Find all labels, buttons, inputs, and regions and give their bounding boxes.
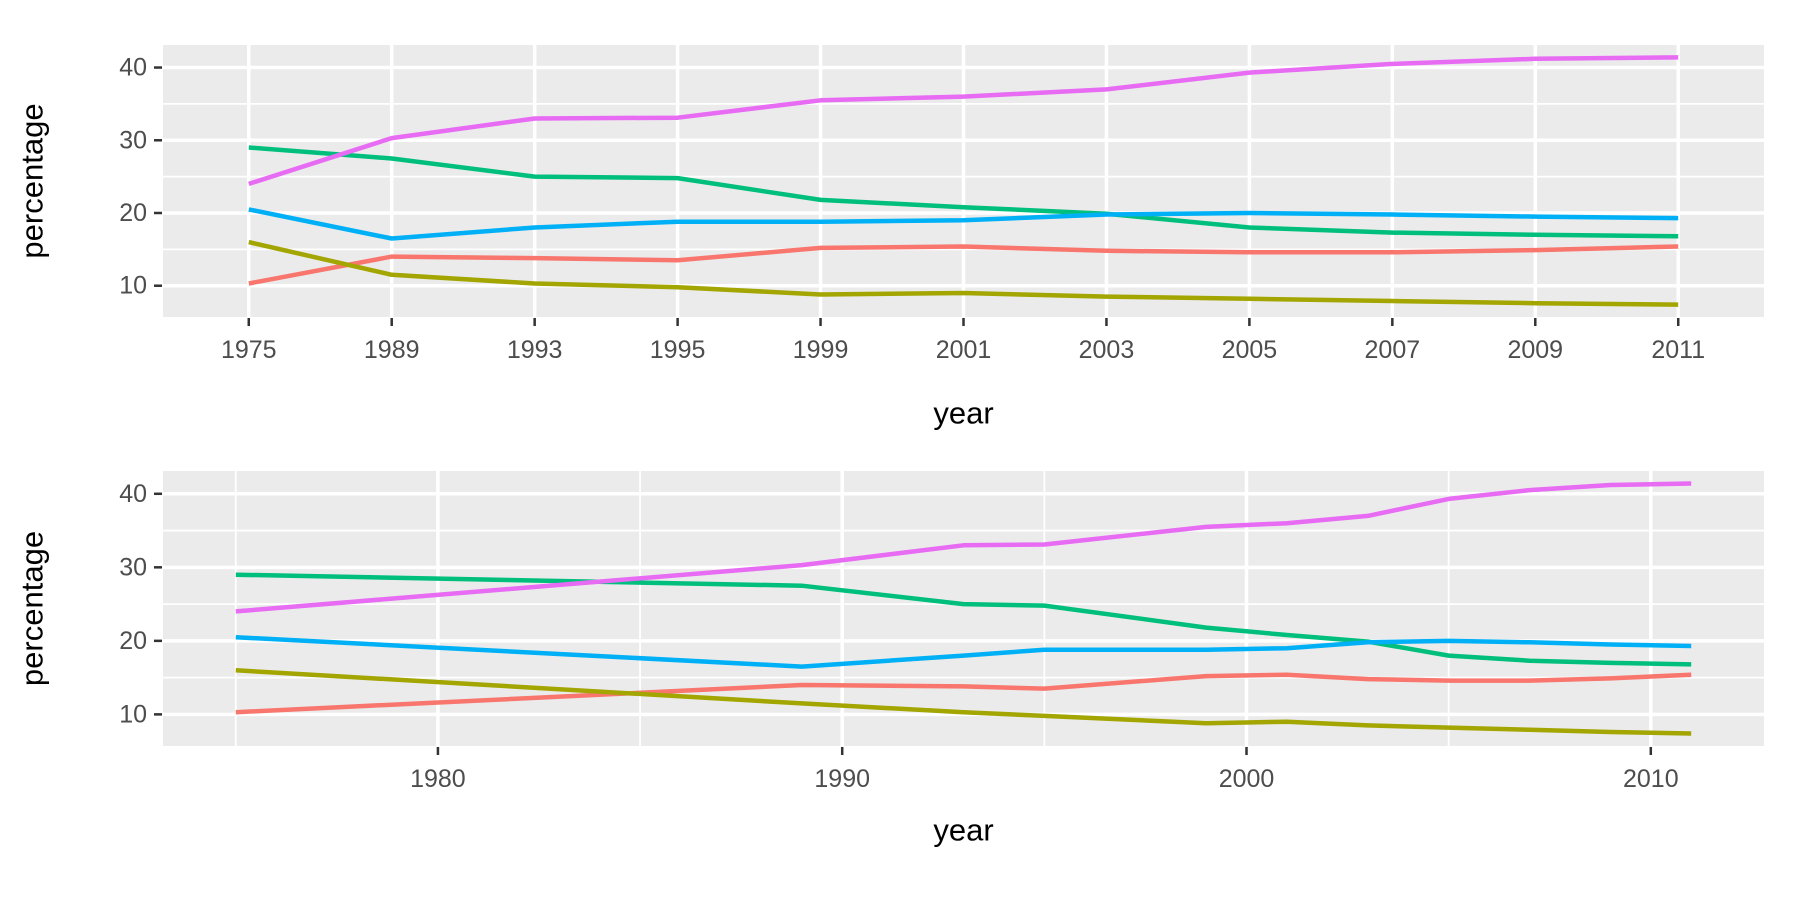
line-series-green	[248, 145, 1679, 239]
x-tick-label: 2000	[1219, 765, 1275, 793]
line-series-olive	[235, 668, 1692, 736]
y-tick-label: 10	[119, 272, 147, 300]
x-tick-label: 2010	[1623, 765, 1679, 793]
x-tick-label: 2011	[1651, 336, 1705, 364]
y-axis-title: percentage	[15, 103, 50, 258]
line-series-magenta	[235, 481, 1692, 614]
x-tick-label: 2007	[1365, 336, 1421, 364]
y-tick-label: 20	[119, 627, 147, 655]
y-axis-title: percentage	[15, 531, 50, 686]
plot-panel	[163, 471, 1764, 746]
x-tick-label: 1993	[507, 336, 563, 364]
x-tick-label: 2005	[1222, 336, 1278, 364]
x-tick-label: 1990	[814, 765, 870, 793]
x-tick-label: 2009	[1507, 336, 1563, 364]
line-series-olive	[248, 239, 1679, 307]
top-chart: 10 20 30 40 1975 1989 1993 1995 1999 2001 2003 2005…	[15, 45, 1764, 431]
x-tick-label: 1980	[410, 765, 466, 793]
line-series-red	[248, 244, 1679, 286]
bottom-chart: 10 20 30 40 1980 1990 2000 2010 year percentage	[0, 450, 1800, 900]
x-tick-label: 2003	[1079, 336, 1135, 364]
x-tick-label: 1999	[793, 336, 849, 364]
y-tick-label: 40	[119, 54, 147, 82]
y-tick-label: 30	[119, 126, 147, 154]
y-tick-label: 40	[119, 480, 147, 508]
line-series-green	[235, 572, 1692, 667]
x-tick-label: 1975	[221, 336, 277, 364]
x-axis-title: year	[933, 813, 993, 848]
x-axis-title: year	[933, 396, 993, 431]
x-tick-label: 1989	[364, 336, 420, 364]
line-series-red	[235, 672, 1692, 715]
y-tick-label: 10	[119, 700, 147, 728]
y-tick-label: 20	[119, 199, 147, 227]
bottom-chart-svg: 10 20 30 40 1980 1990 2000 2010 year percentage	[15, 471, 1764, 848]
y-tick-label: 30	[119, 553, 147, 581]
line-series-magenta	[248, 55, 1679, 187]
x-tick-label: 1995	[650, 336, 706, 364]
line-series-blue	[248, 207, 1679, 241]
x-tick-label: 2001	[936, 336, 992, 364]
top-chart-svg: 10 20 30 40 1975 1989 1993 1995 1999 2001 2003 2005…	[15, 45, 1764, 431]
line-series-blue	[235, 634, 1692, 669]
